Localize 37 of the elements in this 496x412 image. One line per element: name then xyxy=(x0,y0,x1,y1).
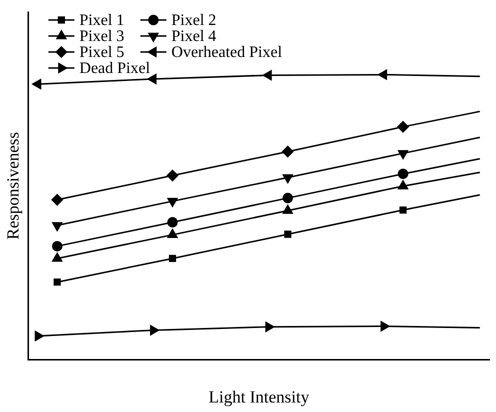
point xyxy=(397,121,409,133)
point xyxy=(167,229,178,238)
point xyxy=(168,254,176,262)
x-axis-title: Light Intensity xyxy=(208,387,310,406)
point xyxy=(52,240,62,252)
point xyxy=(398,180,408,190)
point xyxy=(399,206,407,214)
legend-label: Pixel 2 xyxy=(171,12,216,30)
point xyxy=(167,217,178,228)
point xyxy=(282,204,293,214)
legend-label: Overheated Pixel xyxy=(171,44,283,62)
point xyxy=(378,70,388,80)
legend-label: Pixel 5 xyxy=(79,44,124,62)
point xyxy=(51,194,63,206)
point xyxy=(398,168,408,180)
point xyxy=(167,198,178,207)
legend-label: Dead Pixel xyxy=(79,60,151,78)
legend-label: Pixel 3 xyxy=(79,28,124,46)
point xyxy=(52,252,62,262)
point xyxy=(380,321,390,332)
point xyxy=(282,146,294,158)
point xyxy=(284,230,292,238)
point xyxy=(262,70,272,80)
point xyxy=(148,74,157,84)
point xyxy=(150,325,160,336)
point xyxy=(34,330,44,342)
legend-label: Pixel 4 xyxy=(171,28,216,46)
point xyxy=(32,79,42,90)
point xyxy=(54,278,61,286)
point xyxy=(52,222,62,232)
point xyxy=(166,170,178,182)
point xyxy=(398,150,408,160)
point xyxy=(282,174,293,184)
y-axis-title: Responsiveness xyxy=(4,132,23,240)
legend-label: Pixel 1 xyxy=(79,12,124,30)
point xyxy=(282,192,294,204)
point xyxy=(265,322,274,332)
